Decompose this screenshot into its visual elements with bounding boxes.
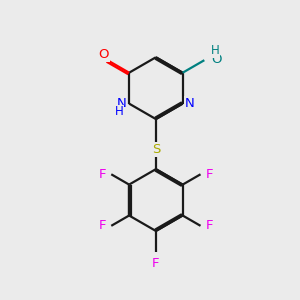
Text: H: H <box>114 105 123 119</box>
Text: F: F <box>206 168 213 181</box>
Text: H: H <box>211 44 220 57</box>
Text: N: N <box>185 97 195 110</box>
Text: S: S <box>152 143 160 156</box>
Text: F: F <box>98 168 106 181</box>
Text: O: O <box>211 53 221 66</box>
Text: O: O <box>99 48 109 62</box>
Text: F: F <box>98 219 106 232</box>
Text: F: F <box>152 257 160 270</box>
Text: N: N <box>117 97 127 110</box>
Text: F: F <box>206 219 213 232</box>
